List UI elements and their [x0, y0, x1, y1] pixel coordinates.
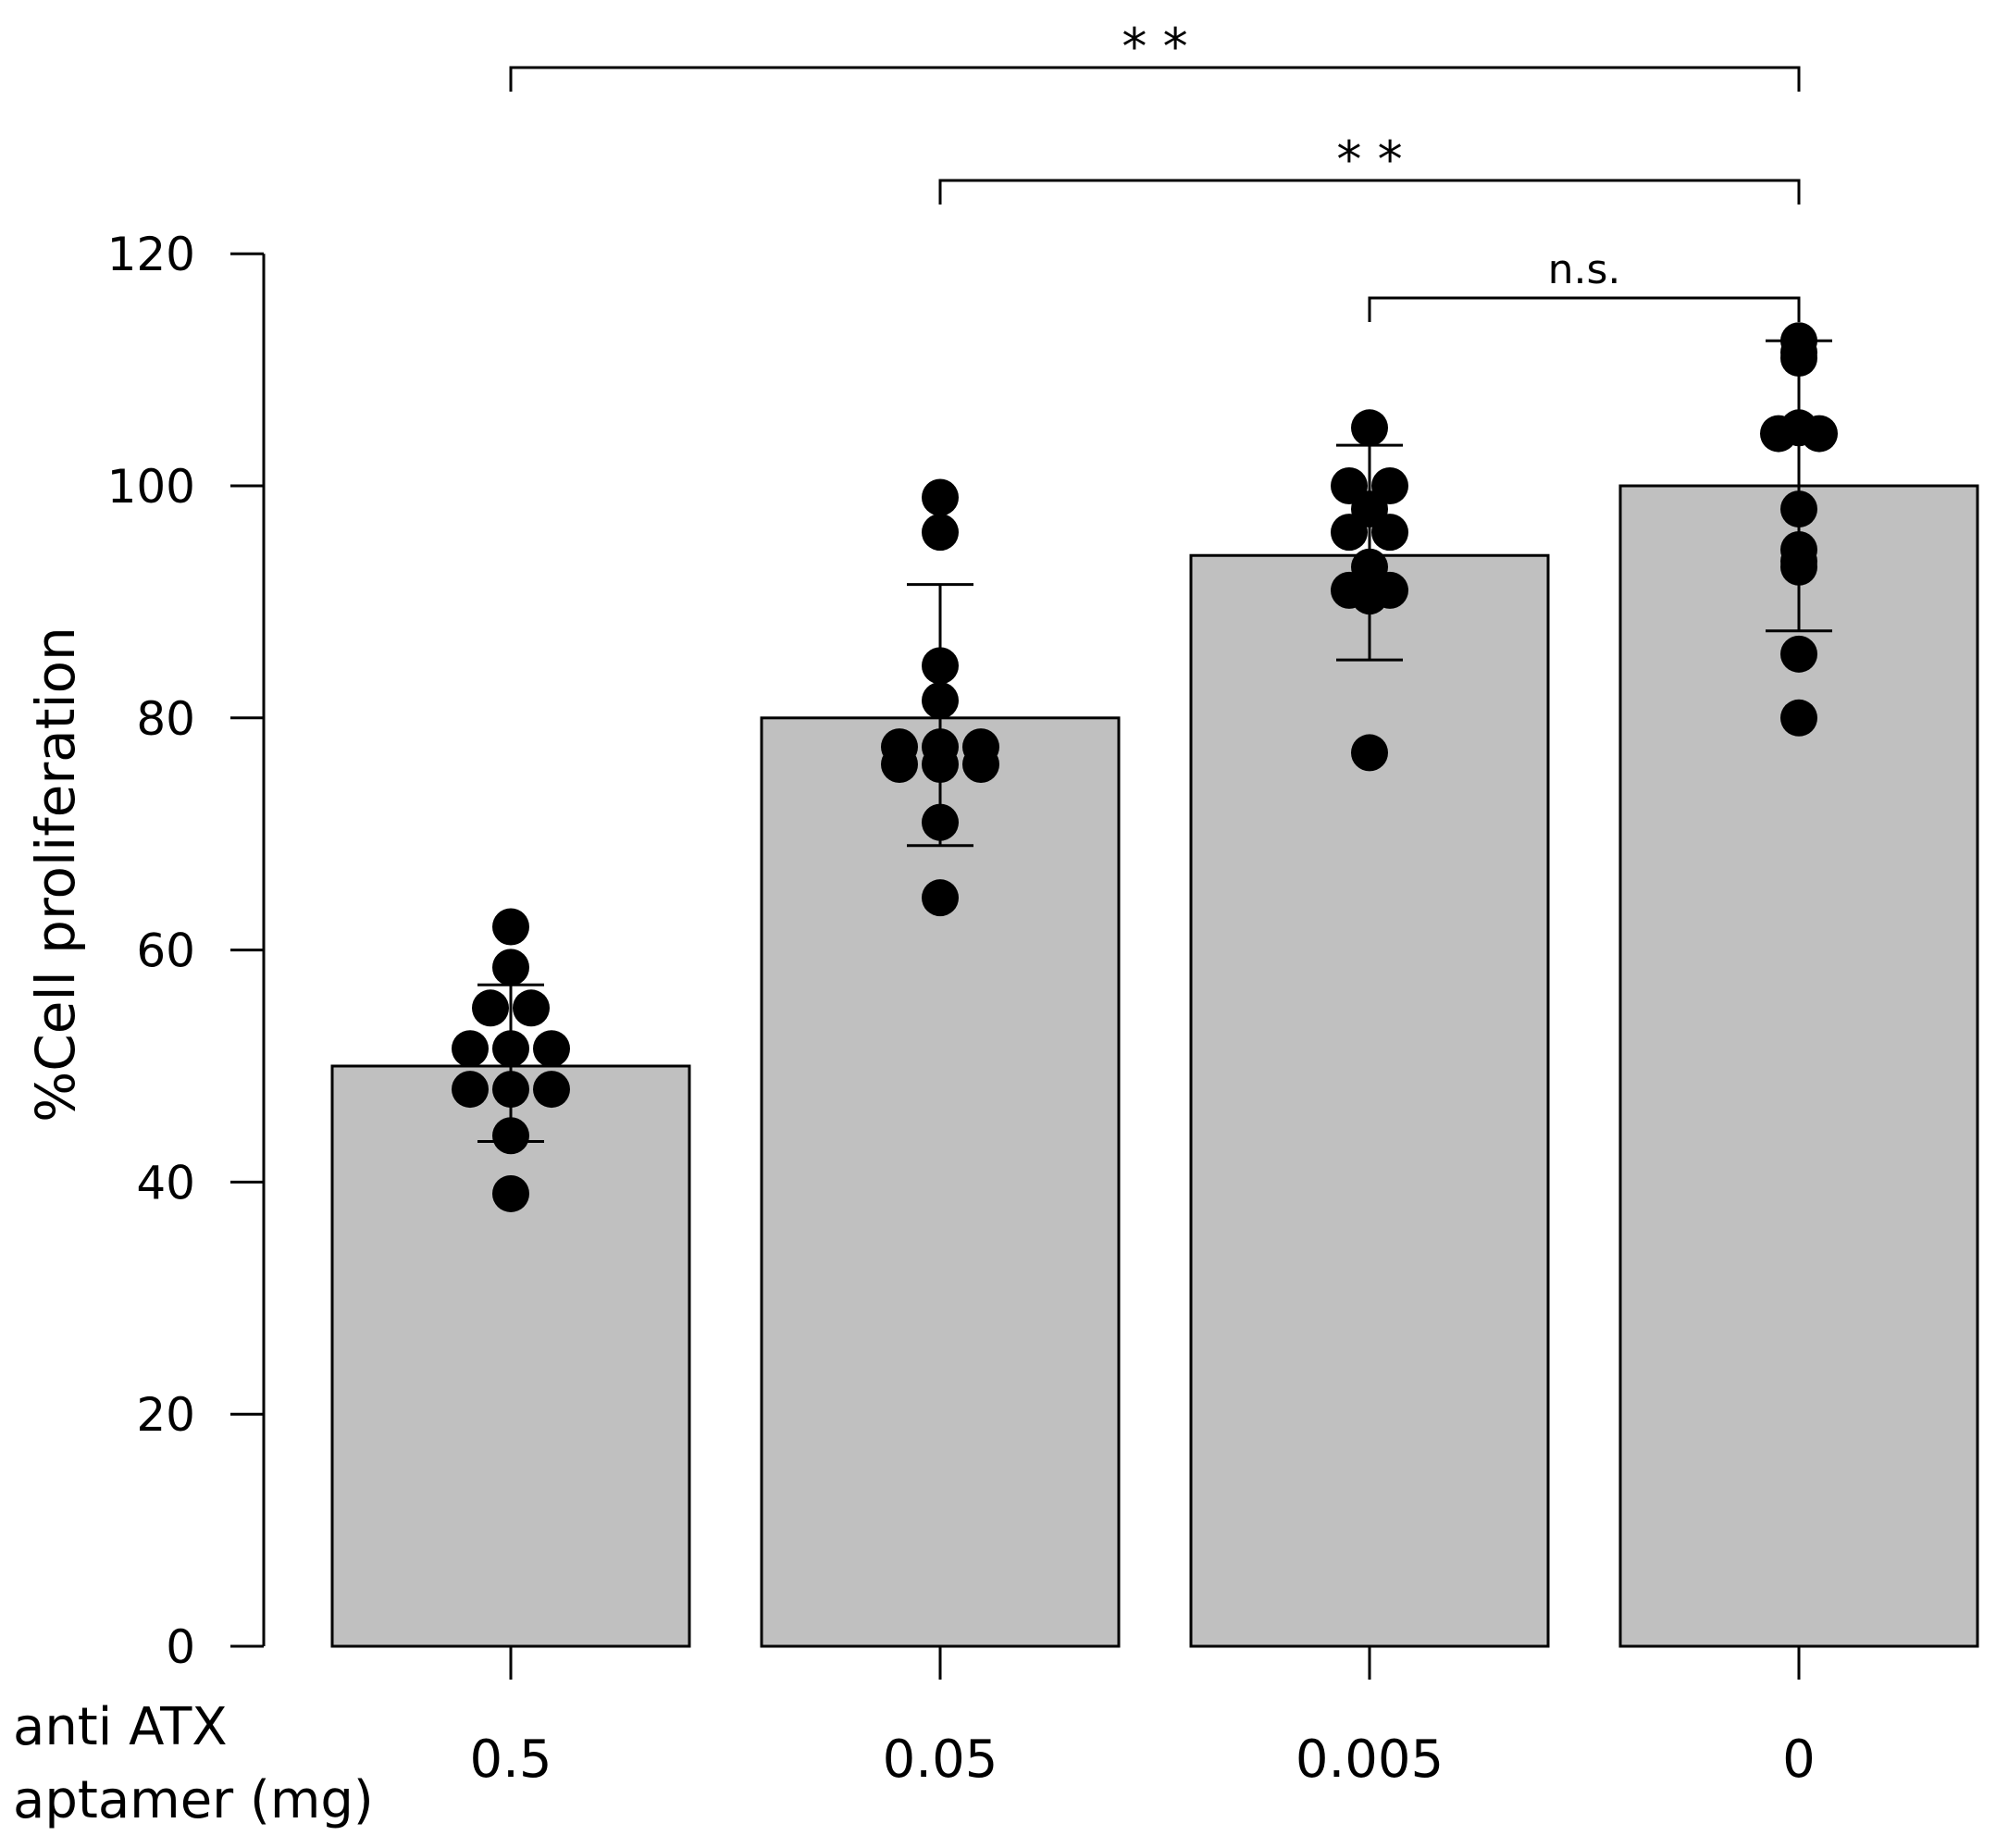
data-point: [1331, 467, 1368, 504]
data-point: [492, 908, 529, 946]
data-point: [452, 1030, 489, 1068]
x-axis-title-line-1: anti ATX: [13, 1697, 228, 1757]
significance-bracket: [1368, 296, 1801, 322]
data-point: [492, 1071, 529, 1109]
data-point: [1760, 415, 1797, 453]
significance-brackets: * * * * n.s.: [509, 18, 1801, 322]
data-point: [1780, 490, 1817, 528]
x-axis: 0.5 0.05 0.005 0: [469, 1646, 1816, 1790]
significance-label: * *: [1336, 130, 1402, 189]
data-point: [881, 728, 918, 766]
data-point: [922, 647, 959, 685]
x-tick-label: 0.05: [883, 1730, 998, 1790]
y-tick-label: 20: [136, 1388, 195, 1442]
data-point: [922, 879, 959, 917]
data-point: [1780, 333, 1817, 371]
data-point: [922, 803, 959, 841]
bar: [330, 1064, 691, 1648]
data-point: [533, 1030, 570, 1068]
data-point: [922, 514, 959, 552]
y-tick-label: 80: [136, 692, 195, 746]
data-point: [1801, 415, 1838, 453]
data-point: [492, 1030, 529, 1068]
y-tick-label: 60: [136, 924, 195, 978]
data-point: [452, 1071, 489, 1109]
y-tick-label: 0: [166, 1620, 195, 1674]
bar: [760, 716, 1121, 1648]
x-axis-title-line-2: aptamer (mg): [13, 1770, 374, 1830]
data-point: [513, 989, 550, 1027]
x-tick-label: 0.005: [1296, 1730, 1444, 1790]
data-point: [492, 1174, 529, 1212]
bars: [330, 484, 1979, 1648]
y-tick-label: 40: [136, 1156, 195, 1209]
y-axis: 0 20 40 60 80 100 120: [107, 228, 266, 1674]
data-point: [492, 1117, 529, 1155]
y-axis-title: %Cell proliferation: [24, 626, 87, 1122]
data-point: [472, 989, 509, 1027]
x-tick-label: 0.5: [469, 1730, 552, 1790]
significance-label: n.s.: [1548, 246, 1621, 293]
bar: [1618, 484, 1979, 1648]
data-point: [1371, 467, 1408, 504]
data-points: [452, 322, 1838, 1212]
data-point: [1780, 635, 1817, 673]
data-point: [1780, 542, 1817, 580]
data-point: [962, 728, 999, 766]
data-point: [922, 728, 959, 766]
data-point: [1351, 577, 1388, 615]
y-tick-label: 120: [107, 228, 195, 281]
y-tick-label: 100: [107, 460, 195, 514]
data-point: [1351, 734, 1388, 772]
significance-label: * *: [1122, 18, 1187, 76]
data-point: [492, 949, 529, 986]
data-point: [533, 1071, 570, 1109]
data-point: [1780, 699, 1817, 737]
bar: [1189, 553, 1550, 1648]
x-tick-label: 0: [1782, 1730, 1816, 1790]
data-point: [1351, 409, 1388, 447]
significance-bracket: [938, 179, 1801, 205]
data-point: [922, 681, 959, 719]
data-point: [922, 478, 959, 516]
significance-bracket: [509, 66, 1801, 92]
